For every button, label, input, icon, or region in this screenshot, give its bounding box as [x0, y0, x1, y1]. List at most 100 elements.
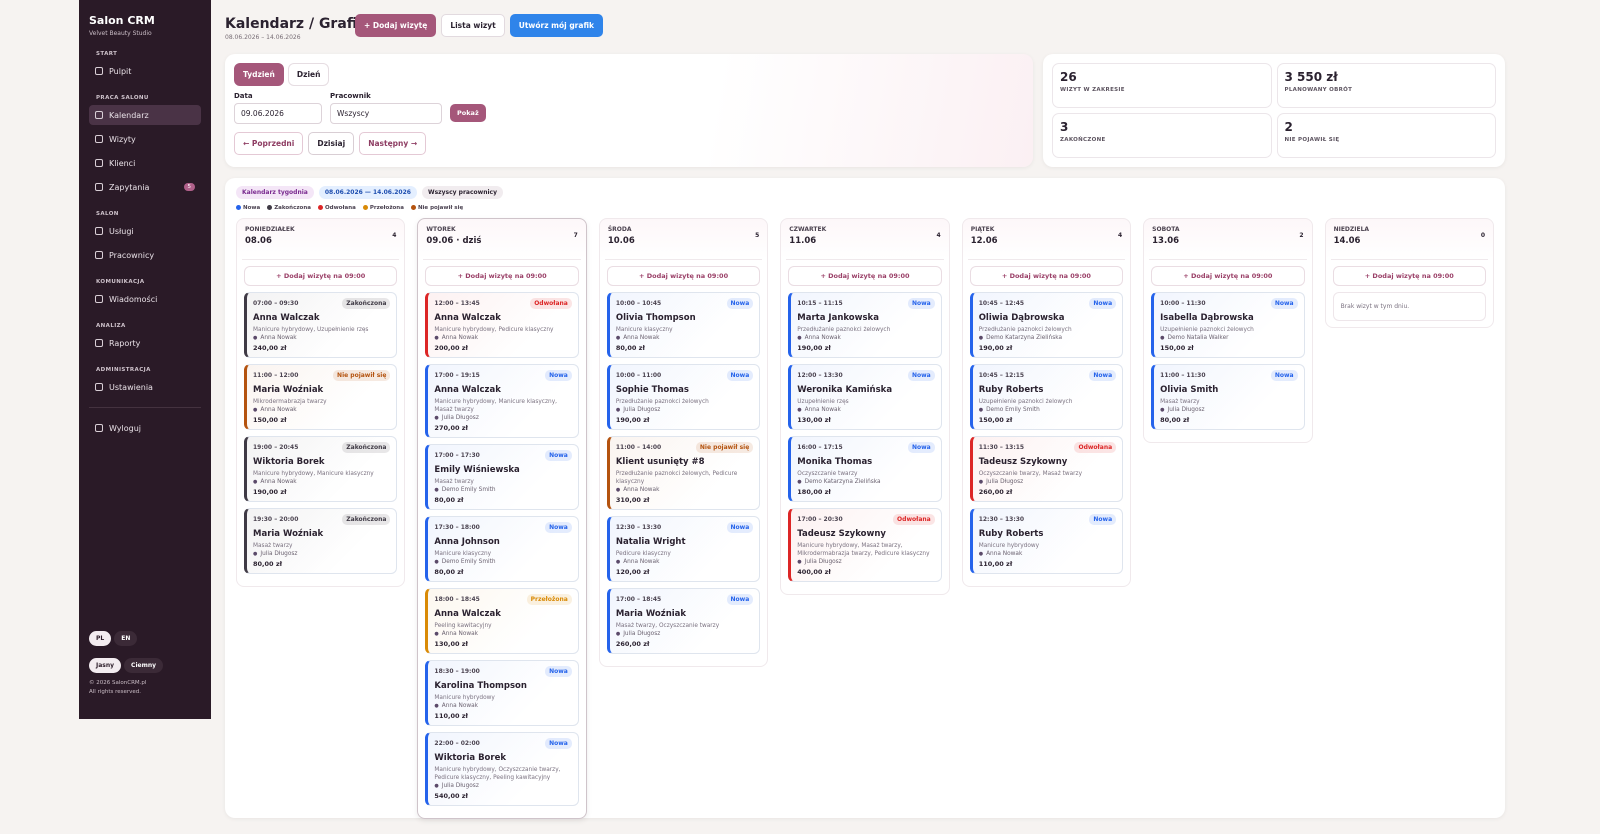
visit-card[interactable]: 12:00 – 13:30 Nowa Weronika Kamińska Uzupeł…: [788, 364, 942, 430]
visit-services: Manicure klasyczny: [434, 551, 492, 557]
nav-item[interactable]: Pracownicy: [89, 245, 201, 265]
visit-head: 17:00 – 19:15 Nowa: [434, 370, 572, 381]
visit-card[interactable]: 12:30 – 13:30 Nowa Natalia Wright Pedicure …: [606, 516, 761, 582]
visit-worker: Anna Nowak: [253, 407, 390, 413]
visit-card[interactable]: 12:00 – 13:45 Odwołana Anna Walczak Manicur…: [425, 292, 579, 358]
visit-card[interactable]: 16:00 – 17:15 Nowa Monika Thomas Oczyszczan…: [788, 436, 942, 502]
visit-card[interactable]: 19:00 – 20:45 Zakończona Wiktoria Borek Man…: [244, 436, 398, 502]
visit-services: Masaż twarzy: [434, 479, 474, 485]
visit-card[interactable]: 18:00 – 18:45 Przełożona Anna Walczak Peeli…: [425, 588, 579, 654]
visit-card[interactable]: 10:15 – 11:15 Nowa Marta Jankowska Przedłuż…: [788, 292, 942, 358]
visit-card[interactable]: 11:00 – 14:00 Nie pojawił się Klient usuni…: [606, 436, 761, 510]
add-visit[interactable]: + Dodaj wizytę na 09:00: [1151, 266, 1305, 286]
nav-button[interactable]: Dzisiaj: [308, 132, 355, 155]
nav-item[interactable]: Wizyty: [89, 129, 201, 149]
add-visit[interactable]: + Dodaj wizytę na 09:00: [244, 266, 398, 286]
day-column: CZWARTEK 11.06 4 + Dodaj wizytę na 09:00 10:…: [780, 218, 950, 595]
nav-button[interactable]: ← Poprzedni: [234, 132, 304, 155]
visit-worker: Anna Nowak: [434, 335, 571, 341]
visit-head: 10:45 – 12:15 Nowa: [979, 370, 1117, 381]
lang-button[interactable]: EN: [114, 631, 138, 646]
add-visit[interactable]: + Dodaj wizytę na 09:00: [788, 266, 942, 286]
view-tab[interactable]: Tydzień: [234, 63, 284, 86]
visit-status: Nowa: [726, 594, 754, 605]
visit-client: Isabella Dąbrowska: [1160, 313, 1254, 323]
nav-icon: [95, 251, 103, 259]
worker-select[interactable]: Wszyscy: [330, 103, 442, 124]
visit-card[interactable]: 17:30 – 18:00 Nowa Anna Johnson Manicure kl…: [425, 516, 579, 582]
visit-card[interactable]: 11:00 – 12:00 Nie pojawił się Maria Woźnia…: [244, 364, 398, 430]
visit-card[interactable]: 19:30 – 20:00 Zakończona Maria Woźniak Masa…: [244, 508, 398, 574]
nav-item[interactable]: Wiadomości: [89, 289, 201, 309]
header-button[interactable]: + Dodaj wizytę: [355, 14, 437, 37]
visit-head: 11:00 – 12:00 Nie pojawił się: [253, 370, 391, 381]
show-button[interactable]: Pokaż: [450, 104, 486, 122]
legend-item: Przełożona: [362, 205, 404, 211]
brand: Salon CRM: [89, 14, 155, 27]
add-visit[interactable]: + Dodaj wizytę na 09:00: [1332, 266, 1486, 286]
add-visit[interactable]: + Dodaj wizytę na 09:00: [425, 266, 579, 286]
visit-worker: Anna Nowak: [434, 703, 571, 709]
add-visit[interactable]: + Dodaj wizytę na 09:00: [606, 266, 761, 286]
visit-card[interactable]: 11:00 – 11:30 Nowa Olivia Smith Masaż twarz…: [1151, 364, 1305, 430]
visit-price: 190,00 zł: [253, 488, 287, 496]
visit-worker: Demo Emily Smith: [979, 407, 1116, 413]
visit-price: 80,00 zł: [434, 568, 464, 576]
theme-button[interactable]: Ciemny: [124, 658, 164, 673]
visit-card[interactable]: 10:00 – 10:45 Nowa Olivia Thompson Manicure…: [606, 292, 761, 358]
header-button[interactable]: Lista wizyt: [441, 14, 505, 37]
visit-worker: Anna Nowak: [253, 335, 390, 341]
visit-time: 11:30 – 13:15: [978, 444, 1025, 451]
visit-head: 10:00 – 11:30 Nowa: [1160, 298, 1298, 309]
day-title: NIEDZIELA 14.06: [1334, 226, 1369, 246]
visit-card[interactable]: 17:00 – 18:45 Nowa Maria Woźniak Masaż twar…: [606, 588, 761, 654]
visit-card[interactable]: 10:45 – 12:15 Nowa Ruby Roberts Uzupełnieni…: [969, 364, 1124, 430]
stat-value: 26: [1060, 70, 1077, 84]
visit-card[interactable]: 11:30 – 13:15 Odwołana Tadeusz Szykowny Ocz…: [969, 436, 1124, 502]
visit-head: 12:00 – 13:45 Odwołana: [434, 298, 572, 309]
chip: Kalendarz tygodnia: [236, 186, 314, 199]
visit-worker: Julia Długosz: [797, 559, 934, 565]
visit-time: 17:00 – 20:30: [797, 516, 843, 523]
stat-card: 2 NIE POJAWIŁ SIĘ: [1276, 113, 1496, 158]
nav-item[interactable]: Klienci: [89, 153, 201, 173]
visit-client: Wiktoria Borek: [434, 753, 506, 763]
date-input[interactable]: 09.06.2026: [234, 103, 322, 124]
visit-worker: Julia Długosz: [979, 479, 1116, 485]
nav-item[interactable]: Zapytania 5: [89, 177, 201, 197]
visit-card[interactable]: 07:00 – 09:30 Zakończona Anna Walczak Manic…: [244, 292, 398, 358]
visit-client: Ruby Roberts: [978, 529, 1044, 539]
visit-services: Manicure hybrydowy, Manicure klasyczny: [253, 471, 374, 477]
theme-button[interactable]: Jasny: [89, 658, 122, 673]
logout[interactable]: Wyloguj: [89, 418, 201, 438]
day-name: NIEDZIELA: [1333, 226, 1370, 233]
visit-card[interactable]: 12:30 – 13:30 Nowa Ruby Roberts Manicure hy…: [969, 508, 1124, 574]
view-tab[interactable]: Dzień: [287, 63, 330, 86]
nav-icon: [95, 227, 103, 235]
visit-card[interactable]: 10:00 – 11:00 Nowa Sophie Thomas Przedłużan…: [606, 364, 761, 430]
header-button[interactable]: Utwórz mój grafik: [509, 14, 603, 37]
filters: Tydzień Dzień Data 09.06.2026 Pracownik Wszys…: [225, 54, 1033, 167]
add-visit[interactable]: + Dodaj wizytę na 09:00: [969, 266, 1124, 286]
nav-item[interactable]: Usługi: [89, 221, 201, 241]
nav-section: ANALIZA: [96, 323, 126, 329]
visit-card[interactable]: 17:00 – 20:30 Odwołana Tadeusz Szykowny Man…: [788, 508, 942, 582]
visit-card[interactable]: 10:00 – 11:30 Nowa Isabella Dąbrowska Uzupe…: [1151, 292, 1305, 358]
visit-client: Marta Jankowska: [797, 313, 879, 323]
visit-services: Uzupełnienie rzęs: [797, 399, 849, 405]
visit-card[interactable]: 22:00 – 02:00 Nowa Wiktoria Borek Manicure …: [425, 732, 579, 806]
day-count: 7: [573, 232, 578, 239]
visit-card[interactable]: 10:45 – 12:45 Nowa Oliwia Dąbrowska Przedłu…: [969, 292, 1124, 358]
visit-card[interactable]: 17:00 – 17:30 Nowa Emily Wiśniewska Masaż t…: [425, 444, 579, 510]
nav-item[interactable]: Pulpit: [89, 61, 201, 81]
nav-item[interactable]: Ustawienia: [89, 377, 201, 397]
nav-button[interactable]: Następny →: [359, 132, 427, 155]
visit-card[interactable]: 17:00 – 19:15 Nowa Anna Walczak Manicure hy…: [425, 364, 579, 438]
lang-button[interactable]: PL: [89, 631, 112, 646]
chip: 08.06.2026 — 14.06.2026: [318, 186, 417, 199]
visit-card[interactable]: 18:30 – 19:00 Nowa Karolina Thompson Manicu…: [425, 660, 579, 726]
nav-item[interactable]: Kalendarz: [89, 105, 201, 125]
visit-services: Manicure hybrydowy, Oczyszczanie twarzy,…: [434, 767, 561, 781]
nav-item[interactable]: Raporty: [89, 333, 201, 353]
view-tabs: Tydzień Dzień: [234, 63, 1024, 86]
